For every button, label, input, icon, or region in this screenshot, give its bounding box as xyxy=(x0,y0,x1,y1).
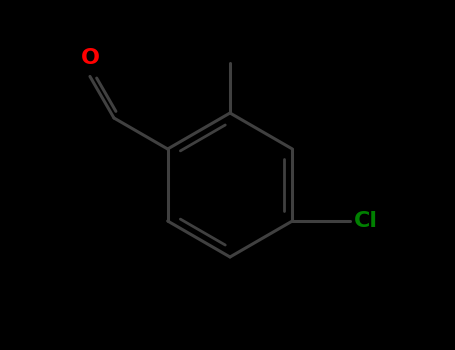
Text: Cl: Cl xyxy=(354,211,379,231)
Text: O: O xyxy=(81,48,100,69)
